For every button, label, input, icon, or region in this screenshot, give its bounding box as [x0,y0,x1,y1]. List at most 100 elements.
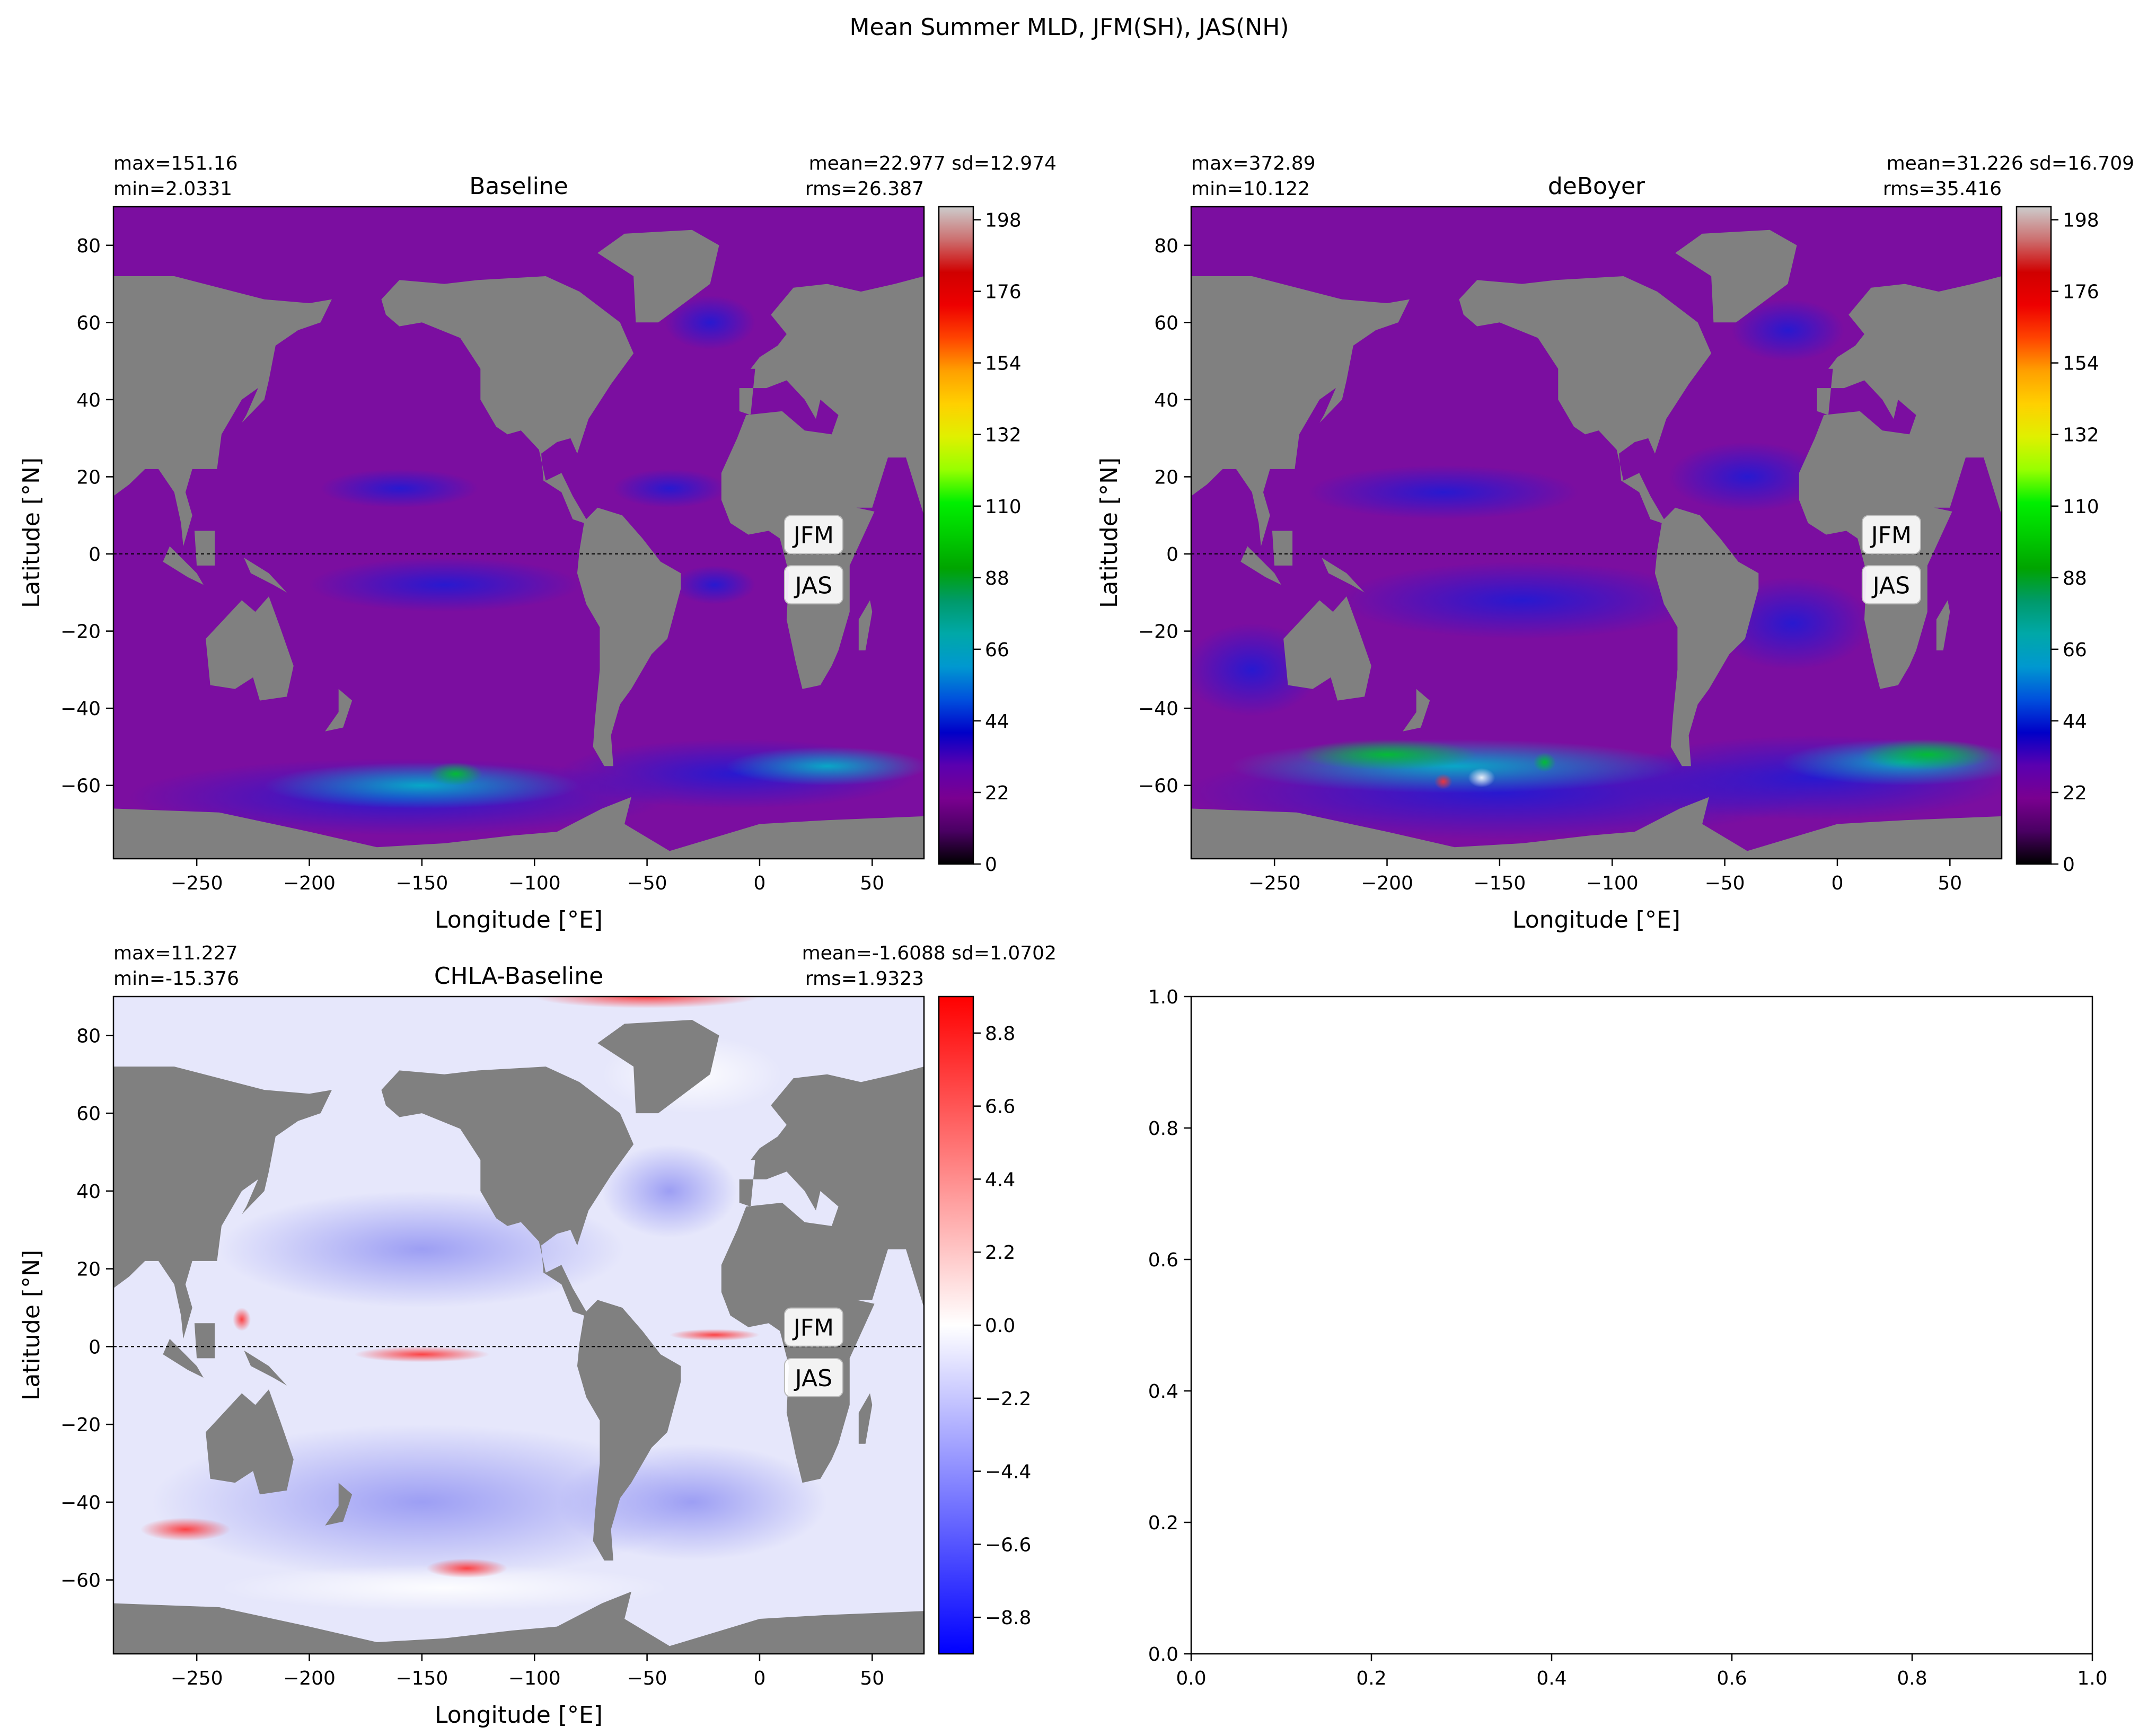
y-tick-label: 0.6 [1148,1249,1178,1271]
axes-frame [112,206,925,860]
colorbar-tick-label: 110 [985,496,1022,518]
y-tick-label: 0.4 [1148,1381,1178,1403]
stat-min: min=-15.376 [113,968,239,990]
y-tick-label: −60 [60,776,101,797]
y-tick-label: 0 [89,544,101,566]
stat-max: max=372.89 [1191,153,1316,174]
colorbar: 0 22 44 66 88 110 132 154 176 198 [938,206,1022,876]
season-label-text: JAS [1871,572,1910,599]
colorbar-tick-label: 0 [985,854,997,876]
land-mass [242,380,269,423]
field-anomaly [534,997,760,1009]
field-anomaly [219,1564,670,1611]
colorbar-gradient [938,206,974,865]
stat-min: min=10.122 [1191,178,1310,200]
season-label-text: JAS [794,1365,832,1392]
colorbar-tick-label: 6.6 [985,1096,1015,1118]
land-mass [1319,380,1347,423]
colorbar-tick-label: 176 [2063,281,2099,303]
land-mass [1191,797,2002,859]
y-tick-label: −60 [60,1570,101,1592]
y-tick-label: −60 [1138,776,1178,797]
land-mass [1799,276,2002,689]
field-anomaly [1860,739,1995,770]
season-label-text: JFM [1870,522,1912,549]
x-axis-label: Longitude [°E] [1512,906,1680,933]
colorbar-tick-label: 66 [985,639,1009,661]
season-label-text: JAS [794,572,832,599]
field-anomaly [1297,739,1477,770]
y-tick-label: 80 [76,1025,101,1047]
season-label-box [1861,515,1921,554]
land-mass [244,558,287,593]
y-tick-label: 1.0 [1148,986,1178,1008]
x-axis-label: Longitude [°E] [435,906,603,933]
y-tick-label: −20 [60,1414,101,1436]
colorbar-tick-label: 198 [985,210,1022,232]
x-tick-label: 0 [753,873,765,894]
y-tick-label: 60 [1154,312,1178,334]
colorbar-tick-label: 154 [2063,353,2099,375]
season-label-0: JFM [784,515,843,554]
y-tick-label: 0.2 [1148,1512,1178,1534]
x-tick-label: −250 [1248,873,1301,894]
colorbar-tick-label: −8.8 [985,1607,1031,1629]
stat-max: max=11.227 [113,942,238,964]
land-mass [381,276,681,766]
colorbar-tick-label: 176 [985,281,1022,303]
land-mass [194,1323,215,1359]
land-mass [1459,276,1759,766]
field-anomaly [613,469,726,508]
x-tick-label: −150 [395,873,448,894]
land-mass [597,230,719,323]
field-anomaly [1533,752,1556,772]
y-tick-label: 0.8 [1148,1118,1178,1140]
colorbar-tick-label: 198 [2063,210,2099,232]
panel-title: Baseline [469,173,568,200]
stat-rms: rms=35.416 [1883,178,2002,200]
y-tick-label: 0 [1166,544,1178,566]
y-tick-label: 20 [76,466,101,488]
season-label-box [1861,565,1921,605]
axes-frame [1190,995,2093,1655]
land-mass [242,1171,269,1214]
land-mass [163,546,204,585]
colorbar-tick-label: 22 [2063,782,2087,804]
map-field [1191,207,2002,859]
y-tick-label: −20 [1138,621,1178,643]
axes-frame [1190,206,2003,860]
season-label-text: JFM [792,1315,834,1342]
season-label-0: JFM [1861,515,1921,554]
colorbar-tick-label: 0 [2063,854,2075,876]
x-tick-label: −200 [283,1668,336,1689]
field-anomaly [674,565,755,604]
land-mass [1283,596,1371,701]
y-tick-label: 60 [76,1103,101,1125]
land-mass [163,1338,204,1378]
field-anomaly [670,1329,760,1341]
land-mass [1191,276,1410,547]
x-tick-label: −250 [171,873,223,894]
land-mass [1675,230,1797,323]
colorbar-tick-label: 66 [2063,639,2087,661]
land-mass [113,276,332,547]
colorbar-tick-label: 44 [2063,711,2087,733]
colorbar-tick-label: 44 [985,711,1009,733]
colorbar-tick-label: 110 [2063,496,2099,518]
y-tick-label: −40 [60,698,101,720]
land-mass [1403,689,1430,732]
land-mass [381,1067,681,1561]
land-mass [194,531,215,566]
field-anomaly [264,762,580,809]
stat-max: max=151.16 [113,153,238,174]
x-tick-label: 0.4 [1536,1668,1566,1689]
stat-rms: rms=1.9323 [805,968,924,990]
x-tick-label: −50 [1705,873,1745,894]
stat-mean-sd: mean=-1.6088 sd=1.0702 [802,942,1057,964]
x-tick-label: 0.6 [1717,1668,1747,1689]
x-tick-label: −50 [627,873,667,894]
y-tick-label: 0 [89,1336,101,1358]
x-tick-label: −100 [1586,873,1639,894]
